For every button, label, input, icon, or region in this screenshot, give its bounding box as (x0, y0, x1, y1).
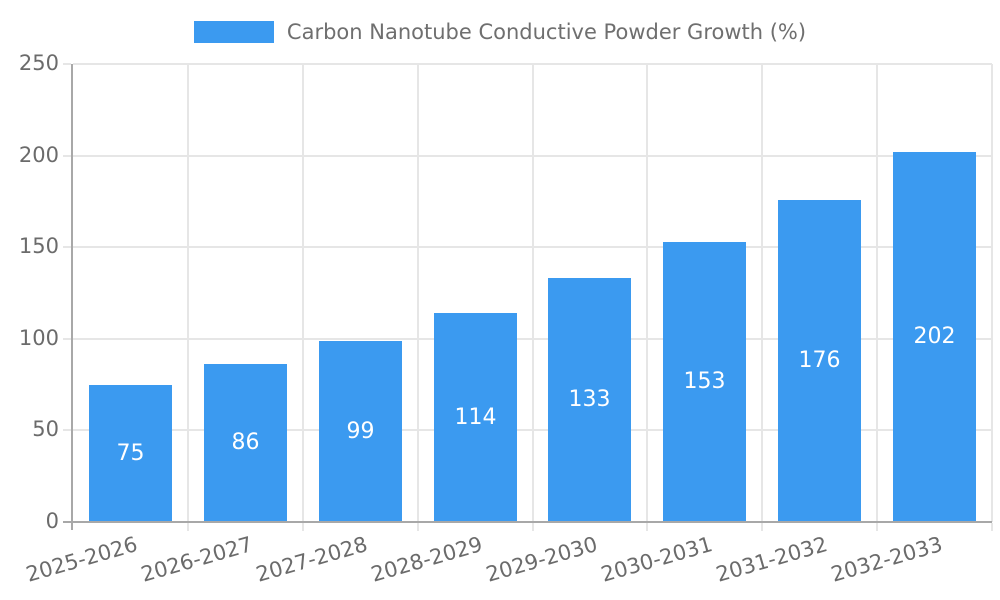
y-axis-tick (63, 63, 71, 65)
x-tick-label: 2027-2028 (253, 532, 371, 587)
y-tick-label: 0 (45, 509, 59, 534)
y-tick-label: 150 (18, 234, 59, 259)
legend-label: Carbon Nanotube Conductive Powder Growth… (286, 19, 807, 44)
bar[interactable]: 99 (319, 341, 402, 522)
gridline-vertical (532, 64, 534, 522)
y-axis-tick (63, 429, 71, 431)
legend-swatch (193, 21, 274, 43)
bar-value-label: 114 (454, 404, 497, 430)
gridline-vertical (991, 64, 993, 522)
bar[interactable]: 86 (204, 364, 287, 522)
x-tick-label: 2031-2032 (713, 532, 831, 587)
x-axis-tick (761, 523, 763, 531)
bar-value-label: 176 (798, 348, 841, 373)
x-axis-labels: 2025-2026 2026-2027 2027-2028 2028-2029 2029… (23, 522, 992, 600)
bar[interactable]: 153 (663, 242, 746, 522)
x-axis-tick (417, 523, 419, 531)
x-axis-tick (187, 523, 189, 531)
y-axis-line (71, 64, 73, 530)
y-axis-labels: 0 50 100 150 200 250 (0, 0, 59, 600)
gridline-vertical (646, 64, 648, 522)
bar[interactable]: 176 (778, 200, 861, 522)
x-axis-tick (991, 523, 993, 531)
x-tick-label: 2030-2031 (598, 532, 716, 587)
x-axis-tick (646, 523, 648, 531)
gridline-vertical (876, 64, 878, 522)
bar-value-label: 86 (231, 430, 260, 455)
legend[interactable]: Carbon Nanotube Conductive Powder Growth… (0, 18, 1000, 46)
y-tick-label: 50 (32, 417, 59, 442)
y-axis-tick (63, 155, 71, 157)
y-axis-tick (63, 246, 71, 248)
bar-value-label: 153 (683, 369, 726, 394)
y-tick-label: 100 (18, 326, 59, 351)
plot-area: 75 86 99 114 133 153 176 202 (73, 63, 993, 522)
gridline-vertical (187, 64, 189, 522)
y-tick-label: 250 (18, 51, 59, 76)
bar[interactable]: 202 (893, 152, 976, 522)
y-axis-tick (63, 338, 71, 340)
bar[interactable]: 114 (434, 313, 517, 522)
gridline-vertical (417, 64, 419, 522)
x-tick-label: 2029-2030 (483, 532, 601, 587)
bar-value-label: 99 (346, 418, 375, 444)
gridline-vertical (761, 64, 763, 522)
bar-value-label: 202 (913, 324, 956, 349)
bar[interactable]: 75 (89, 385, 172, 522)
bar-value-label: 133 (568, 387, 611, 412)
x-axis-tick (302, 523, 304, 531)
bar-value-label: 75 (116, 440, 145, 466)
x-axis-tick (532, 523, 534, 531)
bar[interactable]: 133 (548, 278, 631, 522)
x-axis-tick (876, 523, 878, 531)
x-tick-label: 2032-2033 (828, 532, 946, 587)
x-tick-label: 2026-2027 (138, 532, 256, 587)
x-axis-line (63, 521, 992, 523)
y-tick-label: 200 (18, 143, 59, 168)
x-tick-label: 2028-2029 (368, 532, 486, 587)
gridline-vertical (302, 64, 304, 522)
